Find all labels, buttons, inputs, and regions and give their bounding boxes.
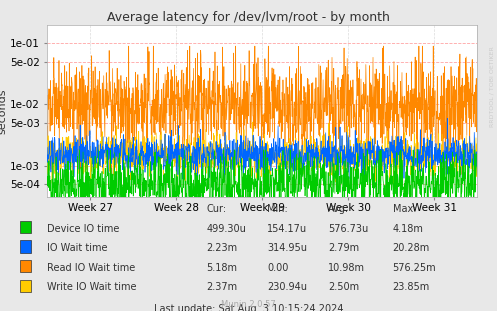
Text: 2.37m: 2.37m bbox=[206, 282, 238, 292]
Text: Last update: Sat Aug  3 10:15:24 2024: Last update: Sat Aug 3 10:15:24 2024 bbox=[154, 304, 343, 311]
Text: 2.79m: 2.79m bbox=[328, 243, 359, 253]
Text: Cur:: Cur: bbox=[206, 204, 226, 214]
Text: Average latency for /dev/lvm/root - by month: Average latency for /dev/lvm/root - by m… bbox=[107, 11, 390, 24]
Text: 20.28m: 20.28m bbox=[393, 243, 430, 253]
Text: 576.73u: 576.73u bbox=[328, 224, 368, 234]
Text: IO Wait time: IO Wait time bbox=[47, 243, 108, 253]
Text: 154.17u: 154.17u bbox=[267, 224, 307, 234]
Text: 23.85m: 23.85m bbox=[393, 282, 430, 292]
Text: RRDTOOL / TOBI OETIKER: RRDTOOL / TOBI OETIKER bbox=[490, 47, 495, 128]
Text: 0.00: 0.00 bbox=[267, 263, 288, 273]
Text: Min:: Min: bbox=[267, 204, 288, 214]
Text: Device IO time: Device IO time bbox=[47, 224, 120, 234]
Text: 576.25m: 576.25m bbox=[393, 263, 436, 273]
Text: Write IO Wait time: Write IO Wait time bbox=[47, 282, 137, 292]
Text: 230.94u: 230.94u bbox=[267, 282, 307, 292]
Text: 314.95u: 314.95u bbox=[267, 243, 307, 253]
Text: 2.50m: 2.50m bbox=[328, 282, 359, 292]
Text: Avg:: Avg: bbox=[328, 204, 349, 214]
Y-axis label: seconds: seconds bbox=[0, 88, 7, 134]
Text: Read IO Wait time: Read IO Wait time bbox=[47, 263, 136, 273]
Text: Max:: Max: bbox=[393, 204, 416, 214]
Text: 2.23m: 2.23m bbox=[206, 243, 238, 253]
Text: 499.30u: 499.30u bbox=[206, 224, 246, 234]
Text: Munin 2.0.57: Munin 2.0.57 bbox=[221, 300, 276, 309]
Text: 5.18m: 5.18m bbox=[206, 263, 237, 273]
Text: 10.98m: 10.98m bbox=[328, 263, 365, 273]
Text: 4.18m: 4.18m bbox=[393, 224, 423, 234]
